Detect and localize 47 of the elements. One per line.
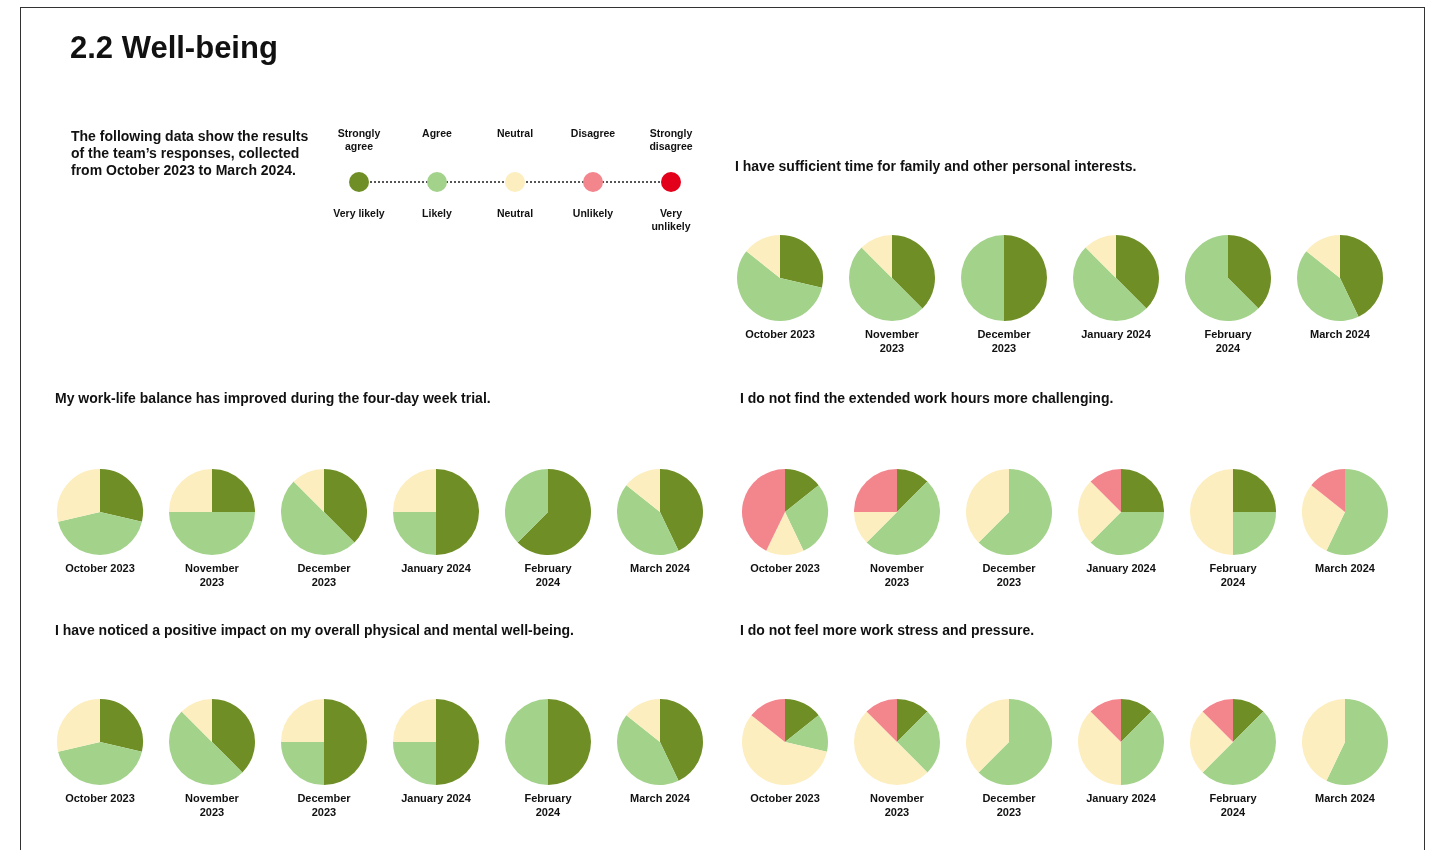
text: March 2024 bbox=[629, 791, 691, 805]
text: 2.2 Well-being bbox=[70, 30, 278, 66]
text: February 2024 bbox=[523, 561, 573, 589]
text: December 2023 bbox=[976, 327, 1032, 355]
text: February 2024 bbox=[523, 791, 573, 819]
text: January 2024 bbox=[401, 561, 471, 575]
text: November 2023 bbox=[864, 327, 920, 355]
text: March 2024 bbox=[1314, 561, 1376, 575]
text: November 2023 bbox=[869, 561, 925, 589]
text: Very likely bbox=[332, 207, 386, 220]
text: January 2024 bbox=[401, 791, 471, 805]
text: March 2024 bbox=[629, 561, 691, 575]
text: I do not feel more work stress and pressure. bbox=[740, 622, 1036, 640]
text: Agree bbox=[421, 127, 453, 140]
text: Neutral bbox=[495, 127, 535, 140]
text: I have sufficient time for family and other personal interests. bbox=[735, 158, 1138, 176]
text: October 2023 bbox=[750, 561, 820, 575]
text: February 2024 bbox=[1208, 561, 1258, 589]
text: March 2024 bbox=[1309, 327, 1371, 341]
text: Very unlikely bbox=[650, 207, 692, 233]
text: March 2024 bbox=[1314, 791, 1376, 805]
text: The following data show the results of the team’s responses, collected from October 2023 to March 2024. bbox=[71, 128, 310, 179]
text: Neutral bbox=[495, 207, 535, 220]
text: October 2023 bbox=[65, 791, 135, 805]
text: My work-life balance has improved during the four-day week trial. bbox=[55, 390, 492, 408]
text: Likely bbox=[421, 207, 453, 220]
text: November 2023 bbox=[869, 791, 925, 819]
text: February 2024 bbox=[1208, 791, 1258, 819]
text: October 2023 bbox=[745, 327, 815, 341]
text: I do not find the extended work hours more challenging. bbox=[740, 390, 1115, 408]
text: February 2024 bbox=[1203, 327, 1253, 355]
text: I have noticed a positive impact on my overall physical and mental well-being. bbox=[55, 622, 575, 640]
text: October 2023 bbox=[65, 561, 135, 575]
text: October 2023 bbox=[750, 791, 820, 805]
text: January 2024 bbox=[1086, 561, 1156, 575]
text: January 2024 bbox=[1086, 791, 1156, 805]
text: Strongly disagree bbox=[648, 127, 694, 153]
text: Strongly agree bbox=[336, 127, 382, 153]
text: Unlikely bbox=[571, 207, 615, 220]
text: December 2023 bbox=[981, 791, 1037, 819]
text: December 2023 bbox=[296, 561, 352, 589]
text: November 2023 bbox=[184, 561, 240, 589]
text: December 2023 bbox=[981, 561, 1037, 589]
text: Disagree bbox=[569, 127, 617, 140]
text: November 2023 bbox=[184, 791, 240, 819]
text: December 2023 bbox=[296, 791, 352, 819]
text: January 2024 bbox=[1081, 327, 1151, 341]
